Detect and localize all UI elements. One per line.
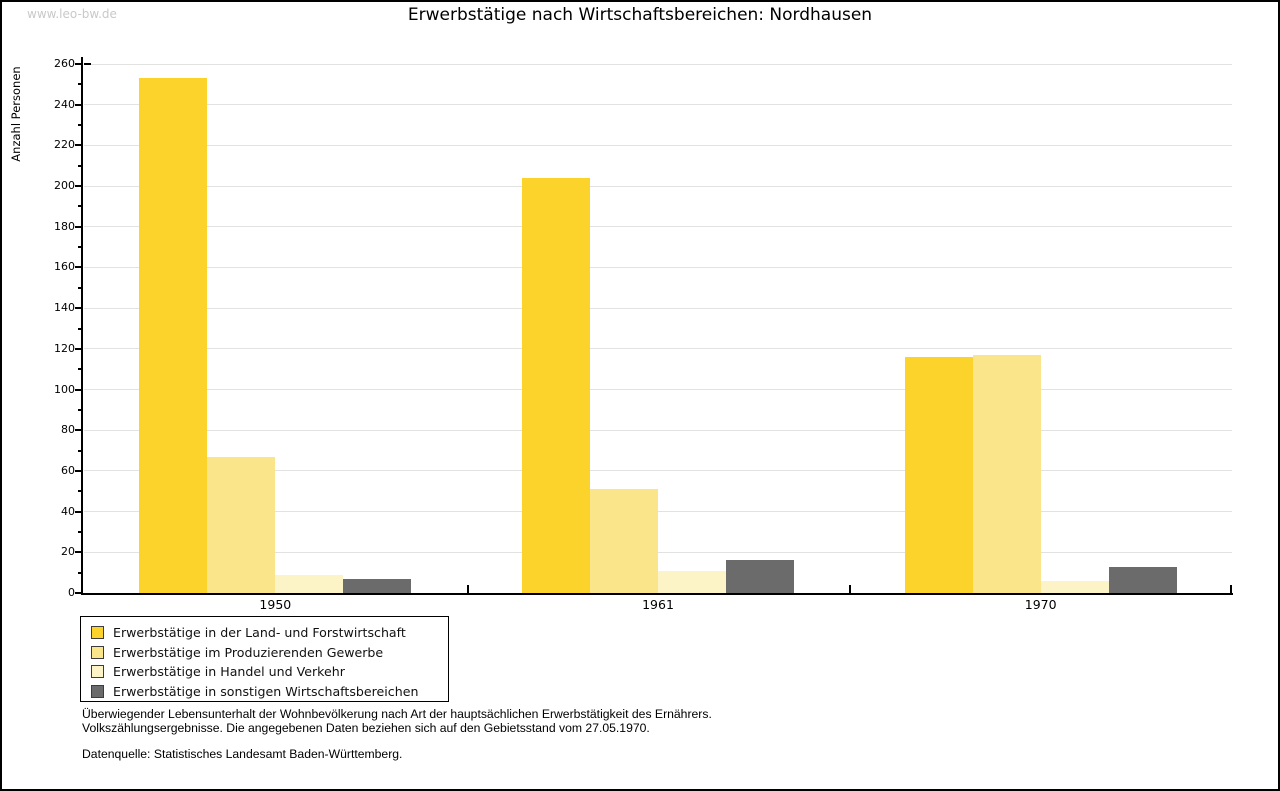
x-axis-tick [466,585,469,593]
y-axis-minor-tick [78,408,82,411]
y-tick-label: 180 [54,219,75,233]
bar-1950-series1 [139,78,208,593]
y-axis-minor-tick [78,327,82,330]
bar-1950-series3 [275,574,344,593]
legend-swatch-icon [91,665,104,679]
y-axis-tick [75,429,82,432]
legend-swatch-icon [91,626,104,640]
gridline [84,389,1232,391]
y-axis-minor-tick [78,490,82,493]
bar-1970-series2 [972,354,1041,593]
gridline [84,104,1232,106]
footnote-line: Volkszählungsergebnisse. Die angegebenen… [82,721,650,735]
y-axis-tick [75,510,82,513]
bar-1961-series2 [590,489,658,593]
x-tick-label: 1961 [642,597,674,612]
gridline [84,429,1232,431]
y-axis-minor-tick [78,286,82,289]
legend-label: Erwerbstätige in Handel und Verkehr [113,664,345,680]
y-tick-label: 80 [61,423,75,437]
x-tick-label: 1970 [1024,597,1057,612]
legend-label: Erwerbstätige in sonstigen Wirtschaftsbe… [113,683,419,699]
x-tick-label: 1950 [259,597,292,612]
y-axis-line [81,57,83,595]
y-axis-minor-tick [78,368,82,371]
x-axis-line [81,593,1233,595]
bar-1950-series4 [343,578,412,593]
y-axis-minor-tick [78,124,82,127]
legend-swatch-icon [91,684,104,698]
data-source: Datenquelle: Statistisches Landesamt Bad… [82,747,403,761]
y-axis-tick [75,469,82,472]
gridline [84,63,1232,65]
y-axis-minor-tick [78,530,82,533]
y-tick-label: 140 [54,301,75,315]
y-tick-label: 220 [54,138,75,152]
bar-1961-series4 [726,560,794,593]
y-axis-tick [75,347,82,350]
y-axis-minor-tick [78,449,82,452]
y-tick-label: 240 [54,97,75,111]
y-tick-label: 120 [54,341,75,355]
bar-1961-series1 [522,177,590,593]
gridline [84,185,1232,187]
legend-item: Erwerbstätige in der Land- und Forstwirt… [91,623,448,643]
bar-1961-series3 [658,570,726,593]
gridline [84,266,1232,268]
bar-1970-series1 [904,356,973,593]
y-tick-label: 100 [54,382,75,396]
bar-1970-series4 [1108,566,1177,593]
gridline [84,511,1232,513]
bar-1950-series2 [207,456,276,593]
x-axis-tick [1230,585,1232,593]
legend-item: Erwerbstätige im Produzierenden Gewerbe [91,643,448,663]
legend-label: Erwerbstätige im Produzierenden Gewerbe [113,644,384,660]
footnote-line: Überwiegender Lebensunterhalt der Wohnbe… [82,707,712,721]
gridline [84,470,1232,472]
bar-1970-series3 [1040,580,1109,593]
footnote: Überwiegender Lebensunterhalt der Wohnbe… [82,707,1238,761]
legend-item: Erwerbstätige in sonstigen Wirtschaftsbe… [91,682,448,702]
gridline [84,348,1232,350]
y-axis-minor-tick [78,164,82,167]
y-axis-tick [75,63,82,65]
gridline [84,144,1232,146]
gridline [84,226,1232,228]
gridline [84,551,1232,553]
y-tick-label: 20 [61,545,75,559]
y-axis-tick [75,266,82,269]
legend-swatch-icon [91,645,104,659]
y-axis-tick [75,225,82,228]
legend-label: Erwerbstätige in der Land- und Forstwirt… [113,625,406,641]
gridline [84,307,1232,309]
y-axis-minor-tick [78,571,82,574]
y-axis-tick [75,551,82,554]
y-axis-minor-tick [78,246,82,249]
y-tick-label: 0 [68,586,75,599]
y-axis-minor-tick [78,205,82,208]
y-axis-tick [75,144,82,147]
y-axis-tick [75,592,82,594]
y-axis-end-tick [84,63,91,65]
y-axis-minor-tick [78,83,82,86]
x-axis-tick [849,585,852,593]
y-tick-label: 60 [61,463,75,477]
y-tick-label: 200 [54,179,75,193]
legend: Erwerbstätige in der Land- und Forstwirt… [80,616,449,702]
y-tick-label: 40 [61,504,75,518]
y-axis-tick [75,388,82,391]
y-tick-label: 160 [54,260,75,274]
y-axis-tick [75,307,82,310]
y-axis-tick [75,103,82,106]
legend-item: Erwerbstätige in Handel und Verkehr [91,662,448,682]
watermark: www.leo-bw.de [27,7,117,21]
y-axis-tick [75,185,82,188]
y-tick-label: 260 [54,57,75,70]
chart-title: Erwerbstätige nach Wirtschaftsbereichen:… [407,5,873,25]
